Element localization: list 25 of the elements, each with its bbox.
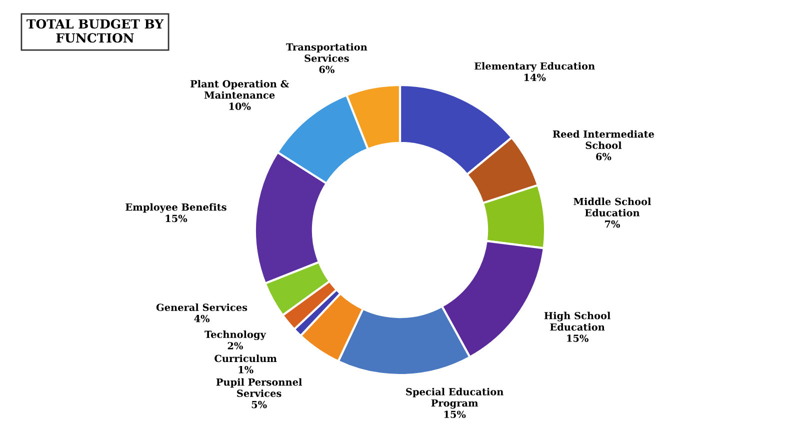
data-label: 15% bbox=[166, 214, 188, 222]
data-label: 14% bbox=[524, 74, 546, 82]
slice-label: Employee Benefits bbox=[126, 203, 226, 213]
slice-label: Technology bbox=[204, 330, 266, 340]
data-label: 7% bbox=[604, 220, 620, 228]
slice-label: Middle School Education bbox=[574, 198, 651, 216]
slice-label: Reed Intermediate School bbox=[552, 130, 654, 149]
slice-label: High School Education bbox=[544, 312, 610, 331]
data-label: 10% bbox=[229, 102, 251, 110]
slice-label: Curriculum bbox=[214, 354, 277, 362]
slice-label: General Services bbox=[156, 303, 248, 312]
data-label: 15% bbox=[567, 334, 588, 342]
slice-label: Special Education Program bbox=[406, 388, 504, 409]
data-label: 6% bbox=[596, 152, 612, 160]
data-label: 1% bbox=[238, 366, 254, 374]
slice-label: Elementary Education bbox=[474, 62, 595, 72]
slice-label: Pupil Personnel Services bbox=[216, 378, 302, 397]
chart-title: TOTAL BUDGET BY FUNCTION bbox=[26, 19, 164, 43]
slice-label: Plant Operation & Maintenance bbox=[190, 80, 289, 99]
data-label: 5% bbox=[252, 400, 267, 408]
data-label: 2% bbox=[228, 342, 243, 350]
data-label: 6% bbox=[319, 66, 334, 74]
slice-label: Transportation Services bbox=[286, 43, 368, 62]
data-label: 15% bbox=[444, 410, 466, 418]
data-label: 4% bbox=[194, 314, 210, 322]
